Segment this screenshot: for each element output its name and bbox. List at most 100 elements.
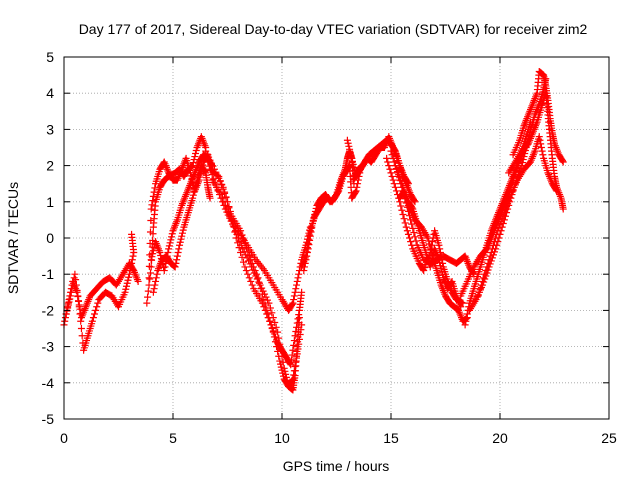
data-point — [403, 227, 411, 235]
data-point — [387, 169, 395, 177]
data-point — [503, 203, 511, 211]
data-point — [347, 151, 355, 159]
data-point — [231, 228, 239, 236]
y-tick-label: -3 — [42, 339, 55, 355]
x-tick-label: 25 — [601, 430, 617, 446]
data-point — [128, 230, 136, 238]
data-point — [334, 188, 342, 196]
series-track — [396, 187, 465, 311]
data-point — [410, 197, 418, 205]
data-point — [501, 206, 509, 214]
data-point — [255, 278, 263, 286]
data-point — [160, 267, 168, 275]
data-point — [346, 145, 354, 153]
data-point — [295, 311, 303, 319]
data-point — [261, 301, 269, 309]
data-point — [61, 314, 69, 322]
data-point — [226, 207, 234, 215]
data-point — [306, 236, 314, 244]
data-point — [149, 192, 157, 200]
data-point — [144, 293, 152, 301]
data-point — [151, 184, 159, 192]
data-point — [474, 292, 482, 300]
data-point — [190, 156, 198, 164]
data-point — [291, 332, 299, 340]
data-point — [436, 262, 444, 270]
data-point — [164, 248, 172, 256]
data-point — [404, 230, 412, 238]
data-point — [237, 248, 245, 256]
data-point — [76, 310, 84, 318]
data-point — [121, 288, 129, 296]
data-point — [253, 275, 261, 283]
data-point — [73, 286, 81, 294]
data-point — [205, 153, 213, 161]
data-point — [427, 260, 435, 268]
x-tick-label: 20 — [492, 430, 508, 446]
data-point — [212, 168, 220, 176]
data-point — [312, 204, 320, 212]
data-point — [485, 256, 493, 264]
data-point — [77, 325, 85, 332]
data-point — [71, 270, 79, 278]
data-point — [177, 235, 185, 243]
data-point — [170, 262, 178, 270]
data-point — [463, 314, 471, 322]
data-point — [168, 230, 176, 238]
data-point — [74, 292, 82, 300]
data-point — [389, 176, 397, 184]
data-point — [189, 191, 197, 199]
data-point — [539, 151, 547, 159]
data-point — [147, 217, 155, 225]
data-point — [63, 307, 71, 315]
data-point — [213, 171, 221, 179]
data-point — [165, 245, 173, 253]
data-point — [389, 154, 397, 162]
data-point — [172, 259, 180, 267]
data-point — [310, 213, 318, 221]
data-point — [291, 363, 299, 371]
data-point — [176, 241, 184, 249]
data-point — [216, 177, 224, 185]
data-point — [254, 274, 262, 282]
data-point — [146, 275, 154, 283]
data-point — [277, 360, 285, 368]
series-track — [350, 133, 419, 206]
data-point — [435, 241, 443, 249]
data-point — [206, 194, 214, 202]
data-point — [166, 239, 174, 247]
data-point — [457, 303, 465, 311]
data-point — [354, 180, 362, 188]
y-tick-label: 0 — [46, 230, 54, 246]
data-point — [94, 299, 102, 307]
data-point — [304, 245, 312, 253]
data-point — [263, 296, 271, 304]
data-point — [496, 221, 504, 229]
data-point — [383, 154, 391, 162]
data-point — [519, 156, 527, 164]
data-point — [168, 233, 176, 241]
data-point — [271, 318, 279, 326]
data-point — [143, 299, 151, 307]
data-point — [72, 276, 80, 284]
data-point — [536, 136, 544, 144]
data-point — [273, 343, 281, 351]
data-point — [426, 243, 434, 251]
data-point — [61, 317, 69, 325]
data-point — [311, 210, 319, 218]
data-point — [350, 163, 358, 171]
series-track — [206, 165, 306, 369]
data-point — [201, 168, 209, 176]
data-point — [289, 299, 297, 307]
data-points — [60, 67, 567, 394]
data-point — [88, 317, 96, 325]
data-point — [277, 363, 285, 371]
data-point — [290, 292, 298, 300]
data-point — [167, 236, 175, 244]
data-point — [289, 375, 297, 383]
data-point — [267, 321, 275, 329]
data-point — [251, 267, 259, 275]
data-point — [65, 298, 73, 306]
data-point — [247, 277, 255, 285]
data-point — [174, 248, 182, 256]
